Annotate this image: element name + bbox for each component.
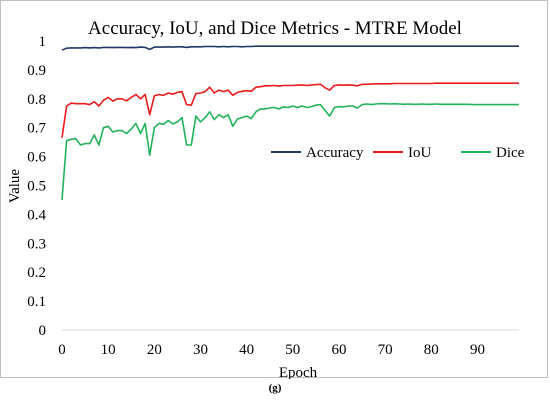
x-tick-label: 90 xyxy=(470,342,485,358)
series-line-accuracy xyxy=(61,45,519,51)
series-lines xyxy=(61,45,519,200)
x-tick-label: 40 xyxy=(239,342,254,358)
x-tick-labels: 0 10 20 30 40 50 60 70 80 90 xyxy=(58,342,485,358)
series-line-dice xyxy=(61,102,519,200)
line-chart: Accuracy, IoU, and Dice Metrics - MTRE M… xyxy=(7,18,525,379)
y-tick-label: 0.2 xyxy=(27,265,46,281)
x-tick-label: 0 xyxy=(58,342,66,358)
y-tick-label: 0.6 xyxy=(27,150,46,166)
legend-label-accuracy: Accuracy xyxy=(306,145,364,161)
y-tick-label: 0.9 xyxy=(27,63,46,79)
y-tick-label: 1 xyxy=(39,34,47,50)
figure-caption: (g) xyxy=(268,382,282,394)
x-tick-label: 50 xyxy=(285,342,300,358)
y-tick-label: 0 xyxy=(39,323,47,339)
x-tick-label: 30 xyxy=(193,342,208,358)
y-tick-label: 0.3 xyxy=(27,236,46,252)
series-line-iou xyxy=(61,82,519,138)
legend-label-dice: Dice xyxy=(496,145,525,161)
y-tick-label: 0.4 xyxy=(27,207,46,223)
legend: Accuracy IoU Dice xyxy=(271,145,525,161)
legend-label-iou: IoU xyxy=(408,145,431,161)
chart-frame: Accuracy, IoU, and Dice Metrics - MTRE M… xyxy=(0,0,548,379)
x-tick-label: 80 xyxy=(424,342,439,358)
x-axis-label: Epoch xyxy=(279,365,318,379)
x-tick-label: 70 xyxy=(378,342,393,358)
y-tick-label: 0.1 xyxy=(27,294,46,310)
x-tick-label: 10 xyxy=(101,342,116,358)
x-tick-label: 20 xyxy=(147,342,162,358)
chart-title: Accuracy, IoU, and Dice Metrics - MTRE M… xyxy=(88,18,462,39)
y-tick-label: 0.5 xyxy=(27,179,46,195)
y-tick-label: 0.7 xyxy=(27,121,46,137)
x-tick-label: 60 xyxy=(331,342,346,358)
y-axis-label: Value xyxy=(7,169,23,203)
y-tick-label: 0.8 xyxy=(27,92,46,108)
y-tick-labels: 0 0.1 0.2 0.3 0.4 0.5 0.6 0.7 0.8 0.9 1 xyxy=(27,34,46,339)
